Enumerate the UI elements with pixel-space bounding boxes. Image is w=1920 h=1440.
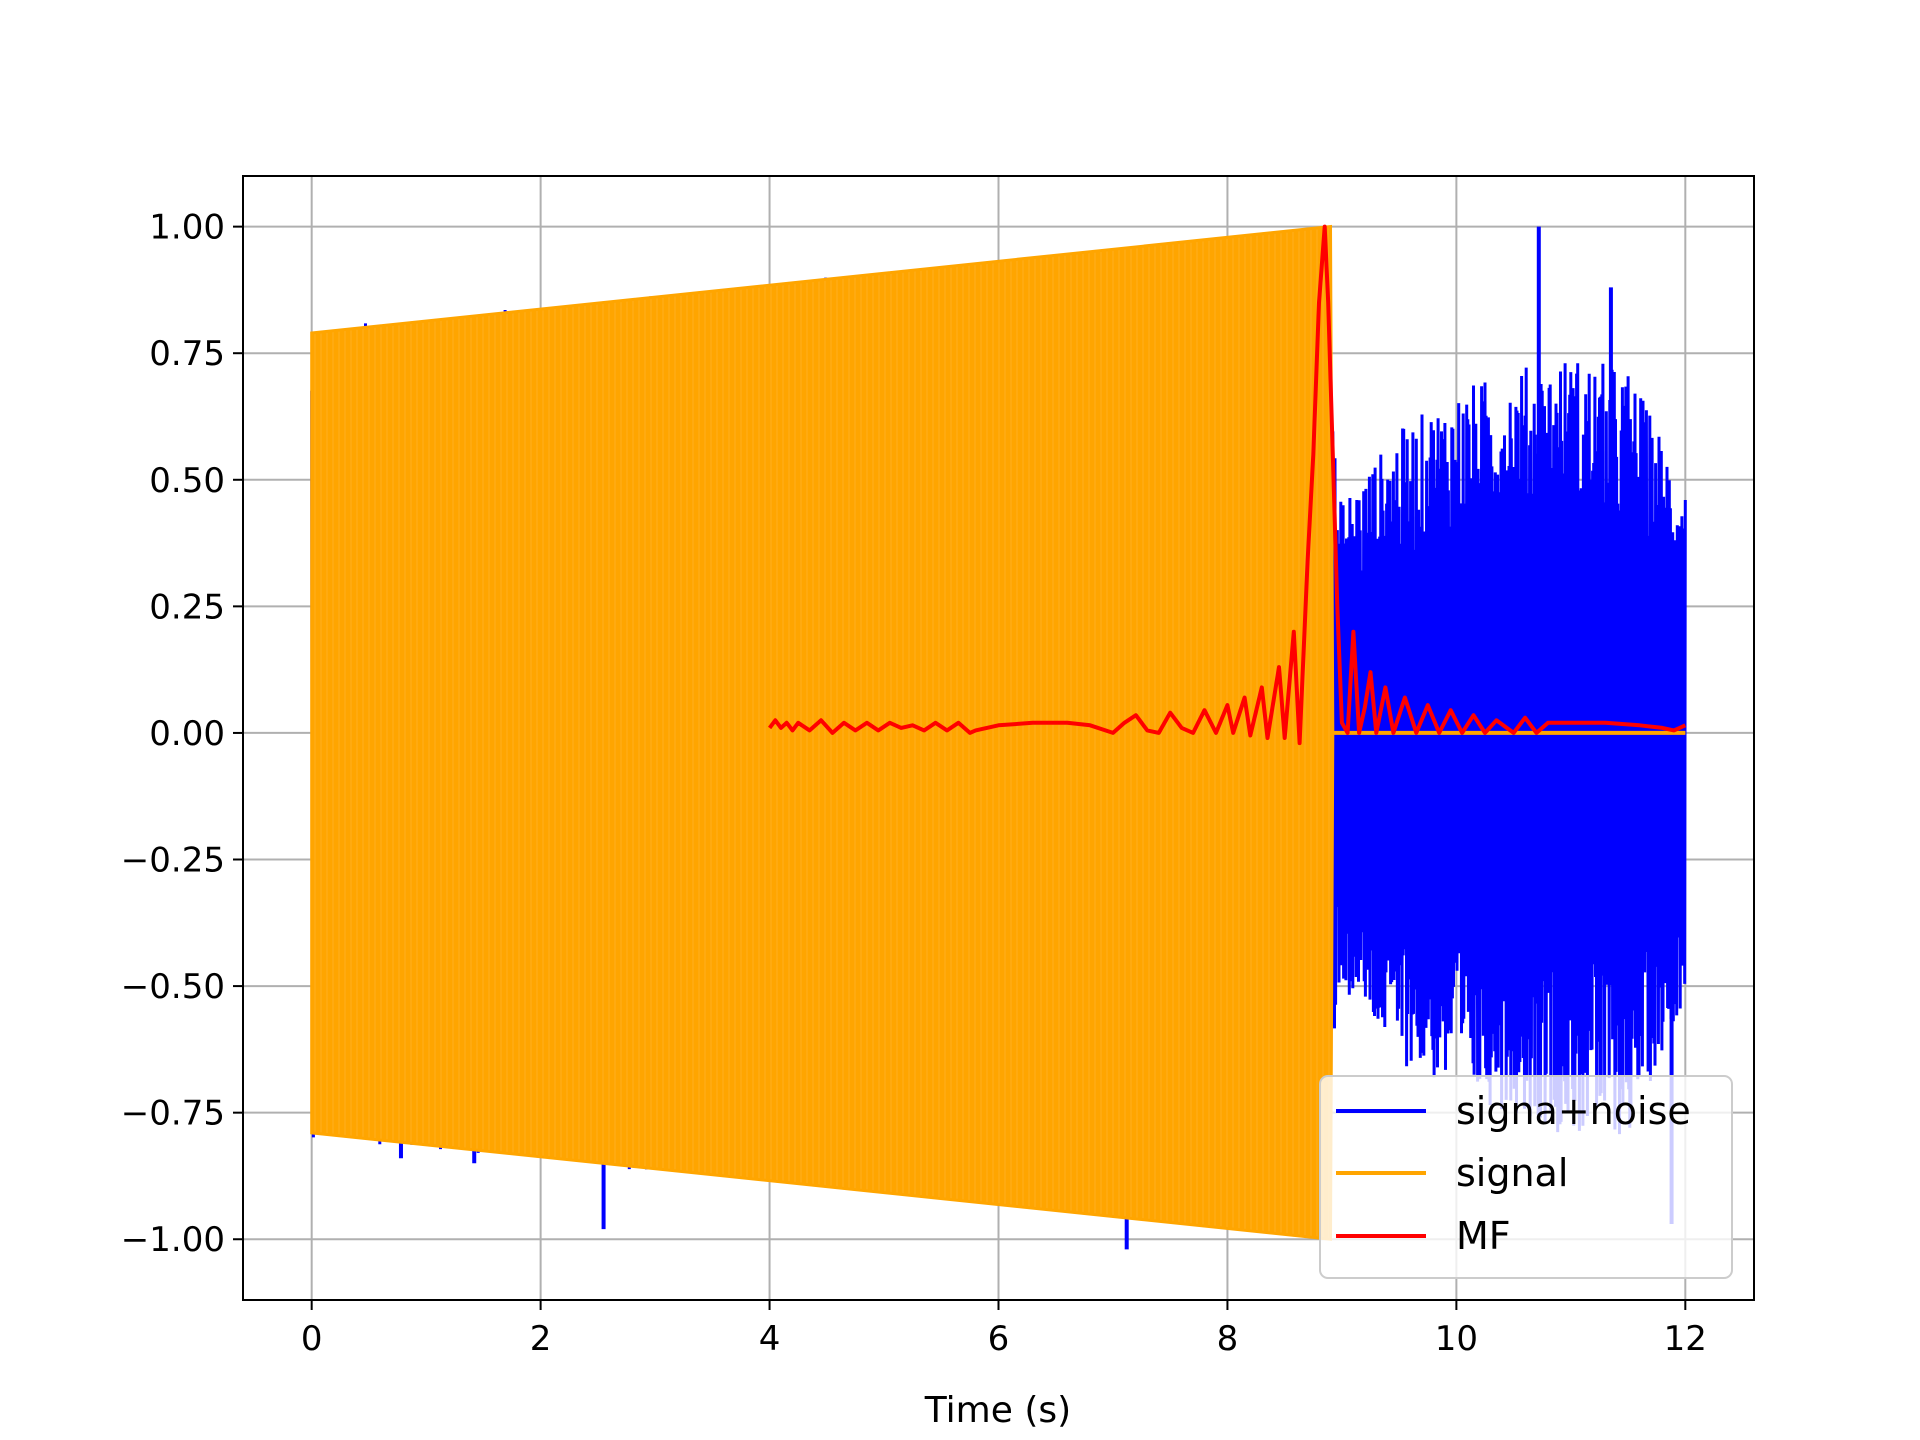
legend-label-mf: MF [1456, 1214, 1511, 1258]
x-tick-label: 8 [1217, 1319, 1239, 1359]
series-layer [310, 224, 1687, 1250]
legend-box [1319, 1075, 1733, 1279]
x-tick-label: 6 [988, 1319, 1010, 1359]
series-mf-line [768, 224, 1687, 746]
x-tick-label: 0 [301, 1319, 323, 1359]
legend: signa+noise signal MF [1319, 1075, 1733, 1279]
x-tick-label: 4 [759, 1319, 781, 1359]
y-tick-label: 0.25 [149, 587, 225, 627]
y-tick-label: −0.50 [121, 967, 225, 1007]
y-tick-label: −0.75 [121, 1094, 225, 1134]
x-tick-label: 12 [1664, 1319, 1707, 1359]
x-axis-label: Time (s) [924, 1390, 1071, 1431]
x-tick-label: 2 [530, 1319, 552, 1359]
ticks-layer: 0 2 4 6 8 10 12 1.00 0.75 0.50 0.25 0.00 −0.25 −0.50 −… [121, 208, 1707, 1359]
legend-label-signal: signal [1456, 1151, 1568, 1195]
x-tick-label: 10 [1435, 1319, 1478, 1359]
y-tick-label: 1.00 [149, 208, 225, 248]
y-tick-label: −0.25 [121, 841, 225, 881]
y-tick-label: 0.75 [149, 334, 225, 374]
legend-label-signal-noise: signa+noise [1456, 1089, 1691, 1133]
y-tick-label: 0.50 [149, 461, 225, 501]
y-tick-label: 0.00 [149, 714, 225, 754]
y-tick-label: −1.00 [121, 1220, 225, 1260]
